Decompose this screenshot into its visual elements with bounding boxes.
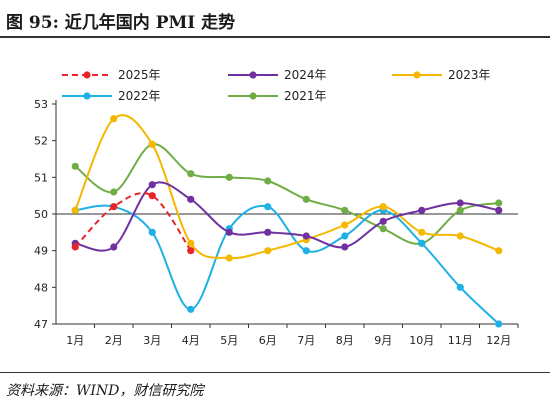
x-tick-label: 6月 xyxy=(259,334,277,347)
data-point xyxy=(456,206,464,214)
data-point xyxy=(264,228,272,236)
x-tick-label: 11月 xyxy=(448,334,473,347)
legend-swatch-marker xyxy=(83,71,91,79)
data-point xyxy=(302,247,310,255)
legend-label: 2023年 xyxy=(448,68,491,82)
data-point xyxy=(341,243,349,251)
data-point xyxy=(71,206,79,214)
series-line xyxy=(74,192,192,252)
legend-swatch-marker xyxy=(413,71,421,79)
y-tick-label: 53 xyxy=(34,98,48,111)
data-point xyxy=(148,140,156,148)
legend-item-2022年: 2022年 xyxy=(62,89,161,103)
x-tick-label: 2月 xyxy=(105,334,123,347)
x-tick-label: 4月 xyxy=(182,334,200,347)
y-tick-label: 49 xyxy=(34,245,48,258)
data-point xyxy=(110,203,118,211)
legend-label: 2024年 xyxy=(284,68,327,82)
data-point xyxy=(187,247,195,255)
data-point xyxy=(187,170,195,178)
y-tick-label: 47 xyxy=(34,318,48,331)
data-point xyxy=(187,305,195,313)
series-2022年 xyxy=(71,203,503,328)
figure-title: 图 95: 近几年国内 PMI 走势 xyxy=(6,13,236,33)
legend-swatch-marker xyxy=(249,71,257,79)
data-point xyxy=(418,206,426,214)
data-point xyxy=(495,320,503,328)
data-point xyxy=(379,217,387,225)
data-point xyxy=(456,232,464,240)
data-point xyxy=(148,192,156,200)
legend-item-2023年: 2023年 xyxy=(392,68,491,82)
series-line xyxy=(75,204,500,325)
series-line xyxy=(74,114,500,260)
data-point xyxy=(379,225,387,233)
legend-label: 2025年 xyxy=(118,68,161,82)
data-point xyxy=(71,243,79,251)
data-point xyxy=(71,162,79,170)
data-point xyxy=(379,203,387,211)
data-point xyxy=(264,203,272,211)
legend-item-2025年: 2025年 xyxy=(62,68,161,82)
data-point xyxy=(495,206,503,214)
data-point xyxy=(187,195,195,203)
title-divider xyxy=(0,36,550,38)
data-point xyxy=(148,181,156,189)
legend-swatch-marker xyxy=(249,92,257,100)
y-tick-label: 50 xyxy=(34,208,48,221)
series-2023年 xyxy=(71,114,503,262)
data-point xyxy=(264,247,272,255)
data-point xyxy=(456,283,464,291)
y-tick-label: 48 xyxy=(34,281,48,294)
data-point xyxy=(341,232,349,240)
data-point xyxy=(302,195,310,203)
source-note: 资料来源：WIND，财信研究院 xyxy=(6,383,204,399)
data-point xyxy=(225,228,233,236)
source-divider xyxy=(0,372,550,373)
series-2024年 xyxy=(71,181,503,252)
data-point xyxy=(302,232,310,240)
data-point xyxy=(225,254,233,262)
data-point xyxy=(110,243,118,251)
data-point xyxy=(110,115,118,123)
legend-swatch-marker xyxy=(83,92,91,100)
data-point xyxy=(341,221,349,229)
y-tick-label: 51 xyxy=(34,171,48,184)
data-point xyxy=(225,173,233,181)
legend: 2025年 2024年 2023年 2022年 2021年 xyxy=(62,68,491,103)
x-tick-label: 1月 xyxy=(66,334,84,347)
x-tick-label: 8月 xyxy=(336,334,354,347)
legend-item-2024年: 2024年 xyxy=(228,68,327,82)
data-point xyxy=(456,199,464,207)
x-tick-label: 10月 xyxy=(409,334,434,347)
data-point xyxy=(418,228,426,236)
x-tick-label: 3月 xyxy=(143,334,161,347)
data-point xyxy=(110,188,118,196)
data-point xyxy=(495,247,503,255)
data-point xyxy=(264,177,272,185)
data-point xyxy=(148,228,156,236)
data-point xyxy=(418,239,426,247)
plot-area xyxy=(71,114,503,328)
data-point xyxy=(187,239,195,247)
x-tick-label: 12月 xyxy=(486,334,511,347)
x-tick-label: 5月 xyxy=(220,334,238,347)
data-point xyxy=(341,206,349,214)
y-tick-label: 52 xyxy=(34,135,48,148)
data-point xyxy=(495,199,503,207)
legend-item-2021年: 2021年 xyxy=(228,89,327,103)
legend-label: 2021年 xyxy=(284,89,327,103)
series-2025年 xyxy=(71,192,195,255)
x-tick-label: 9月 xyxy=(374,334,392,347)
axes: 47 48 49 50 51 52 53 1月 2月 3月 4月 5月 6月 7月 8月 9月 10月 11月 12… xyxy=(34,98,519,347)
legend-label: 2022年 xyxy=(118,89,161,103)
x-tick-label: 7月 xyxy=(297,334,315,347)
